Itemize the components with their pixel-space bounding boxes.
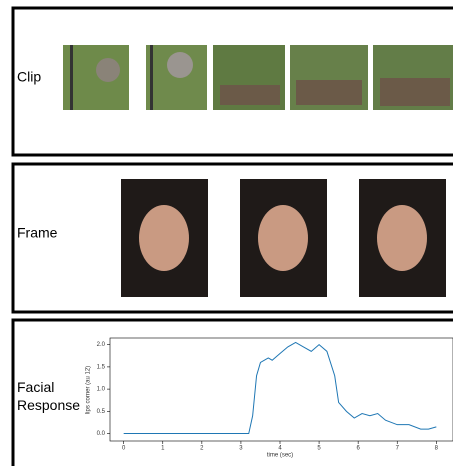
plot-frame	[110, 338, 453, 441]
y-tick-label: 2.0	[97, 342, 106, 348]
figure: Clip Frame FacialResponse time (sec) lip…	[0, 0, 453, 466]
x-tick-label: 8	[435, 446, 439, 452]
x-tick-label: 5	[317, 446, 321, 452]
x-tick-label: 2	[200, 446, 204, 452]
response-line	[124, 342, 437, 433]
panel-label: Frame	[17, 225, 58, 241]
y-tick-label: 0.0	[97, 431, 106, 437]
face-frames	[121, 179, 446, 297]
panel-label: Clip	[17, 69, 41, 85]
clip-image	[146, 45, 207, 110]
x-tick-label: 1	[161, 446, 165, 452]
y-tick-label: 1.0	[97, 387, 106, 393]
y-tick-label: 1.5	[97, 364, 106, 370]
clip-image	[290, 45, 368, 110]
face-image	[359, 179, 446, 297]
y-axis-label: lips corner (au 12)	[86, 366, 92, 414]
clip-image	[63, 45, 129, 110]
x-tick-label: 6	[356, 446, 360, 452]
face-image	[121, 179, 208, 297]
x-tick-label: 4	[278, 446, 282, 452]
x-axis-label: time (sec)	[267, 453, 293, 459]
response-panel	[13, 320, 453, 466]
x-tick-label: 7	[396, 446, 400, 452]
x-tick-label: 0	[122, 446, 126, 452]
clip-frames	[63, 45, 453, 110]
clip-image	[213, 45, 285, 110]
y-tick-label: 0.5	[97, 409, 106, 415]
x-tick-label: 3	[239, 446, 243, 452]
face-image	[240, 179, 327, 297]
page: Clip Frame FacialResponse time (sec) lip…	[0, 0, 453, 466]
clip-image	[373, 45, 453, 110]
